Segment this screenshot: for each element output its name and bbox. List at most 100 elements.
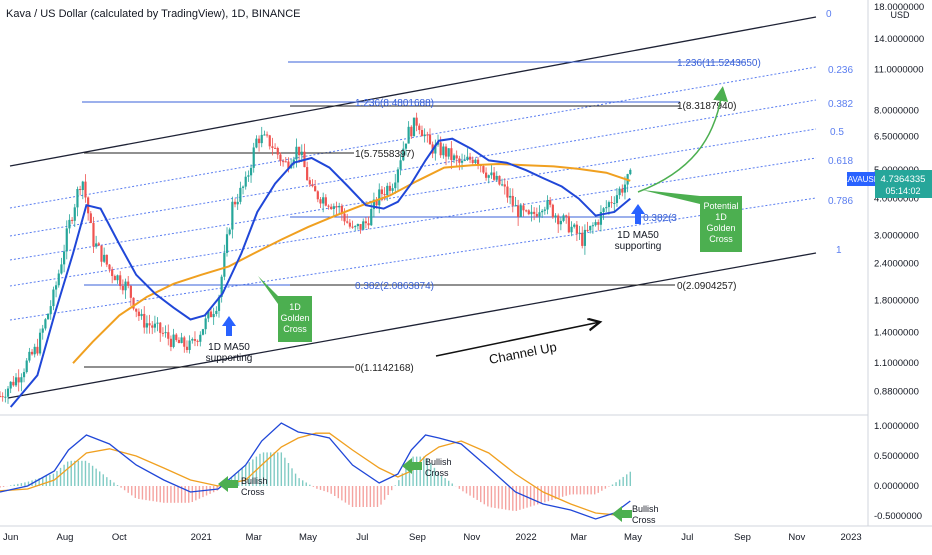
time-tick-label: Nov <box>788 532 805 543</box>
candle-body <box>602 208 605 213</box>
candle-body <box>538 212 541 217</box>
candle-body <box>225 234 229 253</box>
candle <box>95 235 98 249</box>
candle <box>84 174 87 203</box>
candle <box>565 214 568 224</box>
candle-body <box>314 186 317 192</box>
candle <box>359 224 362 234</box>
candle-body <box>298 146 301 156</box>
candle <box>263 130 266 136</box>
candle-body <box>543 209 546 211</box>
candle <box>60 257 63 275</box>
candle <box>629 168 632 176</box>
candle-body <box>212 313 215 318</box>
candle <box>594 219 597 227</box>
candle <box>573 223 576 229</box>
candle <box>519 203 522 218</box>
candle-body <box>354 226 357 228</box>
candle-body <box>404 143 408 149</box>
candle-body <box>506 186 509 198</box>
candle <box>589 225 592 234</box>
level-label-one-5755: 1(5.7558397) <box>355 149 415 160</box>
candle-body <box>71 219 74 221</box>
candle <box>204 314 207 335</box>
projection-arrow <box>637 86 729 193</box>
candle <box>578 225 581 241</box>
candle <box>533 207 536 221</box>
candle <box>153 315 157 333</box>
candle <box>223 244 226 281</box>
bullish-text-1: Bullish Cross <box>241 476 268 497</box>
time-tick-label: May <box>624 532 642 543</box>
candle <box>180 332 183 344</box>
candle <box>311 179 314 188</box>
candle-body <box>348 222 351 227</box>
candle-body <box>573 224 576 227</box>
candle-body <box>180 337 183 344</box>
candle-body <box>391 188 394 191</box>
candle <box>506 180 509 203</box>
candle <box>260 126 263 148</box>
candle-body <box>127 281 130 286</box>
candle-body <box>276 148 279 155</box>
candle <box>412 117 416 137</box>
candle <box>62 244 66 273</box>
candle <box>105 254 108 268</box>
candle <box>541 209 544 218</box>
candle-body <box>501 184 504 186</box>
candle <box>415 112 418 132</box>
candle <box>129 285 132 306</box>
candle-body <box>57 273 60 286</box>
candle-body <box>364 221 367 224</box>
candle <box>247 170 250 182</box>
candle-body <box>567 216 570 233</box>
candle-body <box>418 125 421 130</box>
last-price-badge[interactable] <box>875 170 932 198</box>
fib-label-1: 1 <box>836 245 842 256</box>
candle <box>151 321 154 335</box>
candle <box>551 203 554 219</box>
candle <box>338 202 341 215</box>
candle-body <box>541 210 544 213</box>
candle-body <box>44 319 47 329</box>
candle-body <box>260 134 263 144</box>
candle <box>199 331 202 347</box>
candle-body <box>95 243 98 247</box>
candle-body <box>68 219 71 229</box>
channel-upper-line <box>9 16 817 167</box>
candle <box>279 152 282 166</box>
candle <box>36 338 39 356</box>
candle <box>6 386 10 404</box>
up-arrow-icon-2 <box>631 204 645 224</box>
candle <box>220 274 223 303</box>
candle <box>100 245 103 267</box>
candle-body <box>244 176 247 187</box>
candle <box>228 227 231 236</box>
bullish-markers: Bullish Cross Bullish Cross Bullish Cross <box>218 457 659 525</box>
candle-body <box>25 360 28 373</box>
candle-body <box>420 129 424 137</box>
candle-body <box>241 186 245 188</box>
candle-body <box>517 205 520 217</box>
candle <box>183 335 186 353</box>
candle <box>474 158 477 165</box>
candle <box>399 154 402 176</box>
candle <box>193 331 197 347</box>
candle-body <box>111 269 114 277</box>
candle-body <box>76 189 79 208</box>
level-label-ext-high: 1.236(11.5243650) <box>677 58 761 69</box>
candle <box>12 375 15 387</box>
candle <box>282 159 285 167</box>
candle <box>9 381 12 394</box>
candle <box>597 219 600 231</box>
candle-body <box>161 332 165 334</box>
candle-body <box>273 147 277 149</box>
candle <box>426 131 429 143</box>
price-tick-label: 2.4000000 <box>874 259 919 270</box>
candle-body <box>204 318 207 330</box>
candle <box>434 139 437 161</box>
time-tick-label: Mar <box>571 532 587 543</box>
candle-body <box>452 155 456 160</box>
